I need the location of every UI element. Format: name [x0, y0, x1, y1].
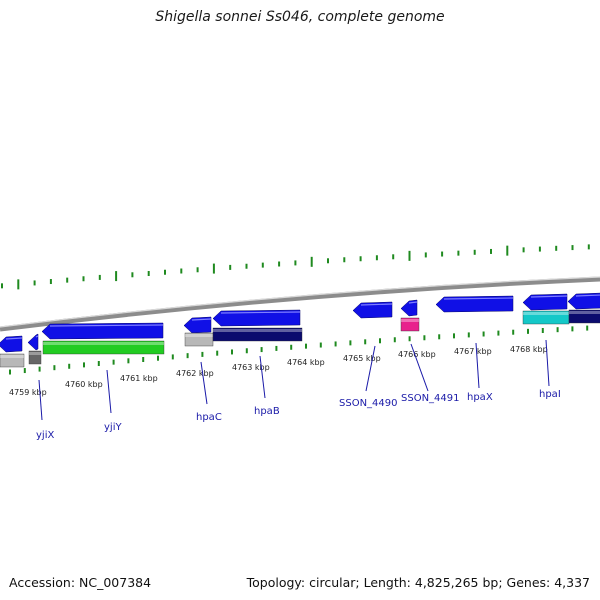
map-title: Shigella sonnei Ss046, complete genome: [155, 9, 445, 25]
scale-label: 4767 kbp: [454, 347, 492, 356]
forward-cds-highlight: [530, 295, 568, 298]
forward-cds-arrow: [212, 309, 301, 327]
reverse-cds-box: [400, 317, 420, 332]
gene-leader-line: [106, 369, 112, 414]
forward-cds-arrow: [567, 292, 600, 310]
forward-cds-highlight: [443, 297, 514, 300]
forward-cds-arrow: [522, 293, 568, 311]
reverse-cds-highlight: [569, 311, 600, 314]
forward-cds-arrow: [41, 322, 164, 340]
reverse-cds-highlight: [213, 329, 302, 332]
scale-label: 4759 kbp: [9, 388, 47, 397]
scale-label: 4768 kbp: [510, 345, 548, 354]
reverse-cds-highlight: [523, 312, 569, 315]
forward-cds-highlight: [5, 337, 23, 340]
scale-label: 4760 kbp: [65, 380, 103, 389]
reverse-cds-highlight: [401, 319, 419, 322]
gene-leader-line: [545, 339, 550, 387]
inner-ticks: [9, 325, 589, 375]
gene-leader-line: [410, 343, 429, 392]
outer-ticks: [1, 244, 590, 290]
reverse-cds-highlight: [43, 342, 164, 345]
gene-label[interactable]: yjiX: [36, 430, 54, 441]
forward-cds-highlight: [49, 324, 164, 327]
gene-label[interactable]: yjiY: [104, 422, 122, 433]
reverse-cds-box: [0, 353, 25, 368]
forward-cds-highlight: [360, 303, 393, 306]
reverse-cds-box: [42, 340, 165, 355]
scale-label: 4762 kbp: [176, 369, 214, 378]
forward-cds-highlight: [220, 311, 301, 314]
forward-cds-arrow: [435, 295, 514, 313]
reverse-cds-highlight: [29, 352, 41, 355]
forward-cds-arrow: [400, 299, 418, 317]
forward-cds-arrow: [27, 333, 39, 351]
gene-label[interactable]: SSON_4490: [339, 398, 398, 409]
genome-stats-text: Topology: circular; Length: 4,825,265 bp…: [246, 575, 590, 590]
reverse-cds-track: [0, 309, 600, 368]
gene-label[interactable]: hpaC: [196, 412, 222, 423]
reverse-cds-box: [28, 350, 42, 365]
forward-cds-highlight: [408, 301, 418, 304]
gene-leader-line: [365, 345, 376, 392]
forward-cds-arrow: [183, 316, 212, 334]
gene-label[interactable]: hpaI: [539, 389, 561, 400]
forward-cds-highlight: [575, 294, 600, 297]
backbone-highlight: [0, 276, 600, 328]
gene-label[interactable]: hpaB: [254, 406, 280, 417]
forward-cds-arrow: [352, 301, 393, 319]
gene-label[interactable]: hpaX: [467, 392, 493, 403]
gene-leader-line: [38, 379, 43, 421]
scale-labels: 4759 kbp 4760 kbp 4761 kbp 4762 kbp 4763 kbp…: [9, 345, 548, 397]
reverse-cds-box: [212, 327, 303, 342]
gene-leader-line: [475, 342, 480, 389]
forward-cds-track: [0, 292, 600, 353]
scale-label: 4761 kbp: [120, 374, 158, 383]
scale-label: 4763 kbp: [232, 363, 270, 372]
gene-labels: yjiX yjiY hpaC hpaB SSON_4490 SSON_4491 hpaX hp…: [36, 339, 561, 441]
reverse-cds-highlight: [185, 334, 213, 337]
forward-cds-highlight: [191, 318, 212, 321]
forward-cds-arrow: [0, 335, 23, 353]
scale-label: 4766 kbp: [398, 350, 436, 359]
backbone: [0, 276, 600, 332]
gene-leader-line: [259, 355, 266, 399]
forward-cds-highlight: [35, 335, 39, 338]
scale-label: 4764 kbp: [287, 358, 325, 367]
reverse-cds-box: [568, 309, 600, 324]
accession-text: Accession: NC_007384: [9, 575, 152, 590]
reverse-cds-highlight: [0, 355, 24, 358]
genome-backbone: [0, 276, 600, 332]
gene-label[interactable]: SSON_4491: [401, 393, 460, 404]
scale-label: 4765 kbp: [343, 354, 381, 363]
gene-leader-line: [200, 361, 208, 405]
